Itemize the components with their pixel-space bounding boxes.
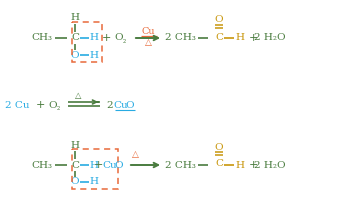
Text: H: H <box>71 14 80 23</box>
Text: Cu: Cu <box>141 27 155 35</box>
Text: +: + <box>35 100 45 110</box>
Text: C: C <box>71 161 79 169</box>
Text: △: △ <box>132 151 138 159</box>
Text: H: H <box>235 33 245 43</box>
Text: C: C <box>215 159 223 169</box>
Text: O: O <box>215 142 223 151</box>
Text: H: H <box>89 161 98 169</box>
Text: O: O <box>215 16 223 25</box>
Text: H: H <box>71 140 80 149</box>
Text: +: + <box>248 33 258 43</box>
Text: Cu: Cu <box>114 101 128 109</box>
Text: O: O <box>71 50 79 60</box>
Text: O: O <box>115 161 123 169</box>
Text: H: H <box>235 161 245 169</box>
Text: 2 H₂O: 2 H₂O <box>254 161 286 169</box>
Text: Cu: Cu <box>103 161 117 169</box>
Text: C: C <box>71 33 79 43</box>
Text: CH₃: CH₃ <box>32 161 53 169</box>
Text: O: O <box>115 33 123 43</box>
Text: H: H <box>89 178 98 186</box>
Text: 2 CH₃: 2 CH₃ <box>165 161 196 169</box>
Text: ₂: ₂ <box>56 104 60 112</box>
Text: O: O <box>49 101 57 109</box>
Text: O: O <box>71 178 79 186</box>
Text: CH₃: CH₃ <box>32 33 53 43</box>
Text: O: O <box>126 101 134 109</box>
Text: ₂: ₂ <box>122 37 126 45</box>
Text: 2: 2 <box>107 101 113 109</box>
Text: H: H <box>89 33 98 43</box>
Text: △: △ <box>144 39 152 47</box>
Text: +: + <box>93 160 103 170</box>
Text: △: △ <box>75 92 81 100</box>
Text: C: C <box>215 33 223 41</box>
Text: 2 Cu: 2 Cu <box>5 101 29 109</box>
Text: +: + <box>248 160 258 170</box>
Text: 2 CH₃: 2 CH₃ <box>165 33 196 43</box>
Text: 2 H₂O: 2 H₂O <box>254 33 286 43</box>
Text: H: H <box>89 50 98 60</box>
Text: +: + <box>101 33 111 43</box>
